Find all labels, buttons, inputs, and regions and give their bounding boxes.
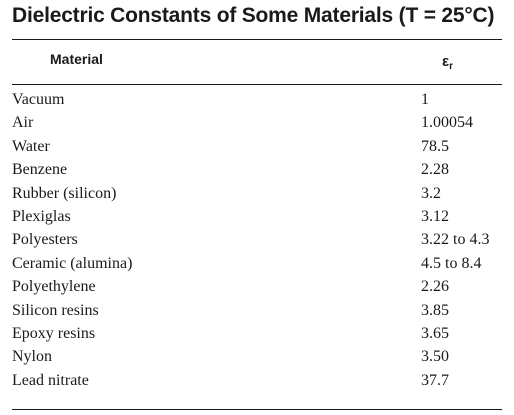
permittivity-cell: 2.28 bbox=[421, 161, 449, 179]
permittivity-cell: 3.50 bbox=[421, 348, 449, 366]
header-rule bbox=[12, 84, 502, 85]
permittivity-cell: 2.26 bbox=[421, 278, 449, 296]
material-cell: Polyethylene bbox=[12, 278, 96, 296]
material-cell: Vacuum bbox=[12, 91, 65, 108]
table-row: Vacuum 1 bbox=[0, 88, 514, 111]
table-body: Vacuum 1 Air 1.00054 Water 78.5 Benzene 2.28 Rub… bbox=[0, 88, 514, 392]
material-cell: Plexiglas bbox=[12, 207, 71, 225]
material-cell: Lead nitrate bbox=[12, 371, 89, 389]
epsilon-symbol: ε bbox=[442, 53, 450, 70]
bottom-rule bbox=[12, 409, 502, 410]
permittivity-cell: 3.65 bbox=[421, 324, 449, 342]
material-cell: Nylon bbox=[12, 348, 52, 366]
table-row: Plexiglas 3.12 bbox=[0, 205, 514, 228]
epsilon-subscript: r bbox=[449, 61, 454, 72]
permittivity-cell: 3.2 bbox=[421, 184, 441, 202]
permittivity-cell: 1 bbox=[421, 91, 429, 108]
permittivity-cell: 78.5 bbox=[421, 137, 449, 155]
material-cell: Water bbox=[12, 137, 50, 155]
permittivity-cell: 1.00054 bbox=[421, 114, 473, 132]
table-row: Epoxy resins 3.65 bbox=[0, 322, 514, 345]
permittivity-cell: 4.5 to 8.4 bbox=[421, 254, 482, 272]
column-header-material: Material bbox=[50, 51, 103, 67]
table-row: Rubber (silicon) 3.2 bbox=[0, 182, 514, 205]
table-row: Water 78.5 bbox=[0, 135, 514, 158]
table-row: Nylon 3.50 bbox=[0, 345, 514, 368]
material-cell: Epoxy resins bbox=[12, 324, 96, 342]
material-cell: Air bbox=[12, 114, 34, 132]
material-cell: Ceramic (alumina) bbox=[12, 254, 133, 272]
material-cell: Polyesters bbox=[12, 231, 78, 249]
permittivity-cell: 3.22 to 4.3 bbox=[421, 231, 490, 249]
material-cell: Benzene bbox=[12, 161, 68, 179]
table-title: Dielectric Constants of Some Materials (… bbox=[12, 4, 495, 27]
table-row: Air 1.00054 bbox=[0, 111, 514, 134]
permittivity-cell: 37.7 bbox=[421, 371, 449, 389]
table-row: Ceramic (alumina) 4.5 to 8.4 bbox=[0, 252, 514, 275]
top-rule bbox=[12, 39, 502, 40]
table-row: Polyesters 3.22 to 4.3 bbox=[0, 228, 514, 251]
table-row: Polyethylene 2.26 bbox=[0, 275, 514, 298]
permittivity-cell: 3.12 bbox=[421, 207, 449, 225]
permittivity-cell: 3.85 bbox=[421, 301, 449, 319]
material-cell: Silicon resins bbox=[12, 301, 99, 319]
table-row: Benzene 2.28 bbox=[0, 158, 514, 181]
material-cell: Rubber (silicon) bbox=[12, 184, 117, 202]
table-row: Silicon resins 3.85 bbox=[0, 299, 514, 322]
table-row: Lead nitrate 37.7 bbox=[0, 369, 514, 392]
column-header-permittivity: εr bbox=[442, 52, 453, 77]
